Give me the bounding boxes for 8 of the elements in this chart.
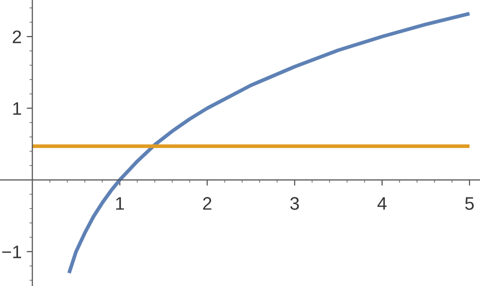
x-tick-label: 1	[116, 197, 124, 210]
y-tick-label: 1	[13, 102, 22, 115]
x-tick-label: 5	[465, 197, 474, 210]
x-tick-label: 2	[203, 197, 212, 210]
x-tick-label: 4	[377, 197, 387, 210]
x-tick-label: 3	[290, 197, 299, 210]
y-tick-label: −1	[2, 246, 22, 258]
y-tick-label: 2	[12, 30, 22, 44]
